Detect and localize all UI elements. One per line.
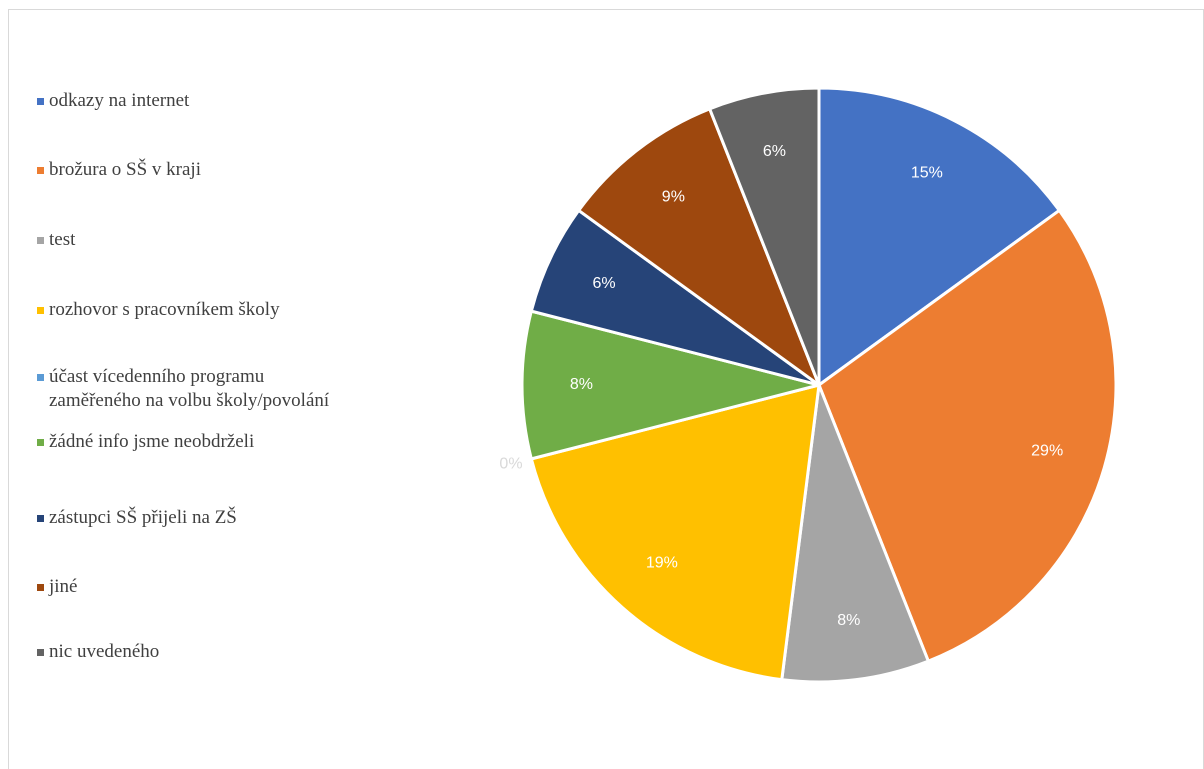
legend-swatch — [37, 98, 44, 105]
data-label: 19% — [646, 554, 678, 571]
legend-item: nic uvedeného — [37, 640, 159, 664]
data-label: 6% — [763, 143, 786, 160]
pie-slice — [577, 107, 821, 387]
legend-item: zástupci SŠ přijeli na ZŠ — [37, 506, 237, 530]
legend-swatch — [37, 584, 44, 591]
legend-label: jiné — [49, 576, 78, 597]
legend-swatch — [37, 307, 44, 314]
pie-slice — [817, 86, 1061, 387]
legend-label: žádné info jsme neobdrželi — [49, 431, 255, 452]
data-label: 6% — [592, 275, 615, 292]
legend-label: brožura o SŠ v kraji — [49, 159, 201, 180]
data-label: 9% — [662, 188, 685, 205]
legend-swatch — [37, 237, 44, 244]
legend-swatch — [37, 649, 44, 656]
legend-label: účast vícedenního programu zaměřeného na… — [49, 366, 330, 411]
pie-slice — [780, 383, 930, 684]
legend-label: test — [49, 229, 76, 250]
data-label: 8% — [837, 612, 860, 629]
legend-item: žádné info jsme neobdrželi — [37, 430, 254, 454]
legend-label: rozhovor s pracovníkem školy — [49, 299, 280, 320]
data-label: 15% — [911, 165, 943, 182]
legend-label: zástupci SŠ přijeli na ZŠ — [49, 507, 237, 528]
legend-item: rozhovor s pracovníkem školy — [37, 298, 280, 322]
legend-label: nic uvedeného — [49, 641, 160, 662]
legend-item: brožura o SŠ v kraji — [37, 158, 201, 182]
legend-swatch — [37, 374, 44, 381]
data-label: 8% — [570, 376, 593, 393]
legend-swatch — [37, 167, 44, 174]
legend-swatch — [37, 515, 44, 522]
pie-slice — [817, 208, 1118, 663]
pie-slice — [529, 383, 821, 682]
pie-slice — [520, 309, 821, 461]
legend-item: test — [37, 228, 75, 252]
legend-item: jiné — [37, 575, 78, 599]
pie-slice — [708, 86, 821, 387]
legend-item: účast vícedenního programu zaměřeného na… — [37, 365, 329, 413]
legend-label: odkazy na internet — [49, 90, 190, 111]
legend-item: odkazy na internet — [37, 89, 189, 113]
data-label: 29% — [1031, 443, 1063, 460]
data-label: 0% — [499, 455, 522, 472]
legend-swatch — [37, 439, 44, 446]
